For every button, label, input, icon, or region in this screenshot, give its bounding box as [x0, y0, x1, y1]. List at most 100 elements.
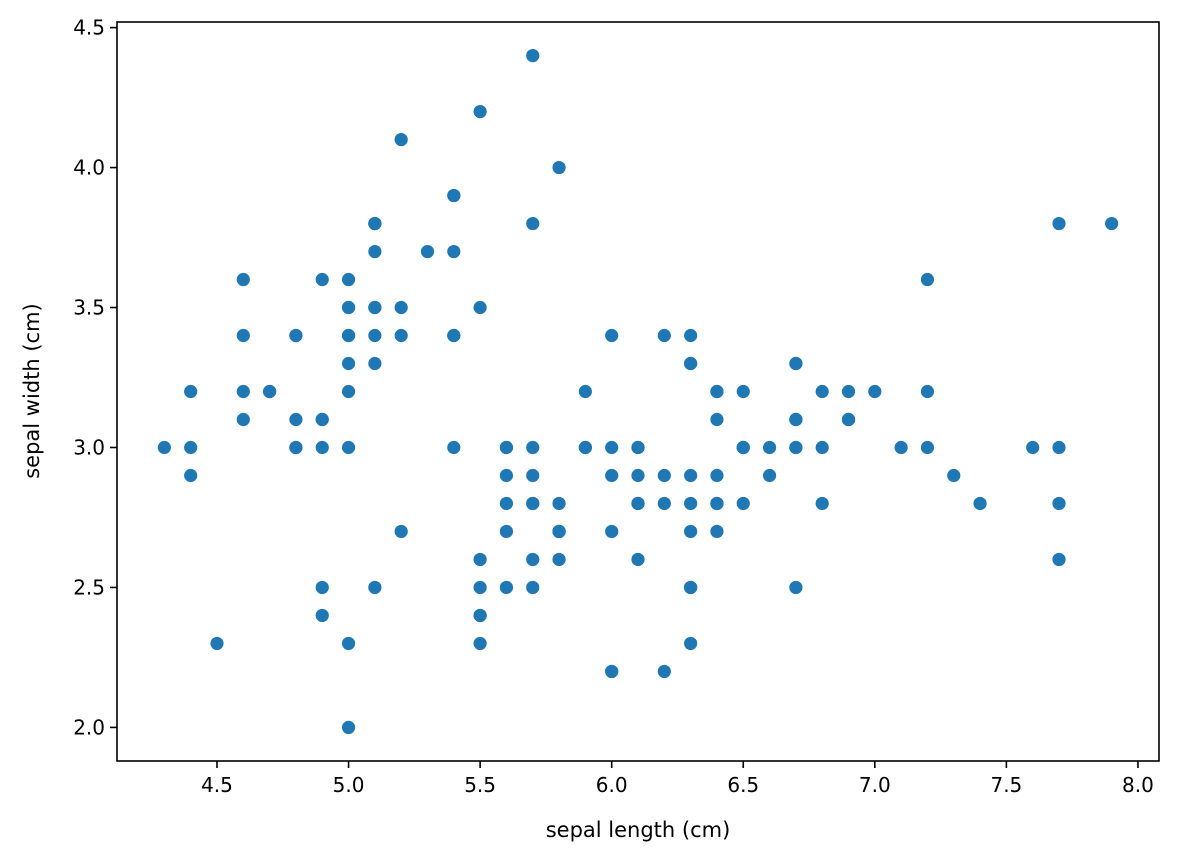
- data-point: [420, 244, 435, 259]
- y-axis-ticks: 2.0 2.5 3.0 3.5 4.0 4.5: [73, 16, 117, 739]
- data-point: [1052, 496, 1066, 511]
- data-point: [473, 300, 487, 315]
- data-point: [315, 580, 329, 595]
- data-point: [499, 496, 514, 511]
- data-point: [736, 384, 750, 399]
- data-point: [526, 580, 540, 595]
- data-point: [368, 244, 382, 259]
- data-point: [657, 468, 671, 483]
- data-point: [631, 440, 645, 455]
- data-point: [552, 160, 566, 175]
- data-point: [552, 496, 566, 511]
- data-point: [684, 580, 698, 595]
- y-tick-label: 2.5: [73, 575, 105, 599]
- data-point: [631, 468, 645, 483]
- data-point: [184, 468, 198, 483]
- data-point: [841, 412, 856, 427]
- data-point: [710, 412, 724, 427]
- data-point: [1052, 552, 1066, 567]
- data-point: [341, 356, 356, 371]
- data-point: [526, 496, 540, 511]
- data-point: [920, 440, 935, 455]
- data-point: [947, 468, 961, 483]
- data-point: [1105, 216, 1119, 231]
- data-point: [657, 328, 671, 343]
- data-point: [289, 328, 303, 343]
- data-point: [684, 636, 698, 651]
- data-point: [736, 440, 750, 455]
- data-point: [552, 524, 566, 539]
- x-axis-ticks: 4.5 5.0 5.5 6.0 6.5 7.0 7.5 8.0: [201, 761, 1154, 797]
- x-tick-label: 5.5: [464, 773, 496, 797]
- data-point: [789, 412, 803, 427]
- data-point: [236, 384, 250, 399]
- data-point: [447, 328, 461, 343]
- data-point: [499, 468, 514, 483]
- data-point: [789, 580, 803, 595]
- x-axis-label: sepal length (cm): [546, 818, 731, 842]
- data-point: [473, 636, 487, 651]
- data-point: [657, 664, 671, 679]
- data-point: [394, 300, 408, 315]
- data-point: [157, 440, 171, 455]
- data-point: [447, 440, 461, 455]
- data-point: [684, 356, 698, 371]
- data-point: [315, 608, 329, 623]
- data-point: [368, 328, 382, 343]
- data-point: [473, 552, 487, 567]
- y-tick-label: 2.0: [73, 715, 105, 739]
- data-point: [605, 440, 619, 455]
- data-point: [341, 328, 356, 343]
- plot-background: [117, 22, 1159, 761]
- data-point: [473, 104, 487, 119]
- data-point: [815, 496, 829, 511]
- data-point: [473, 608, 487, 623]
- data-point: [526, 216, 540, 231]
- data-point: [526, 440, 540, 455]
- data-point: [1052, 440, 1066, 455]
- data-point: [210, 636, 224, 651]
- y-tick-label: 4.5: [73, 16, 105, 40]
- data-point: [684, 468, 698, 483]
- data-point: [263, 384, 277, 399]
- x-tick-label: 4.5: [201, 773, 233, 797]
- data-point: [684, 328, 698, 343]
- data-point: [447, 244, 461, 259]
- data-point: [341, 272, 356, 287]
- data-point: [368, 580, 382, 595]
- data-point: [973, 496, 987, 511]
- data-point: [578, 440, 592, 455]
- data-point: [762, 440, 777, 455]
- data-point: [631, 552, 645, 567]
- x-tick-label: 8.0: [1122, 773, 1154, 797]
- data-point: [368, 356, 382, 371]
- data-point: [736, 496, 750, 511]
- data-point: [684, 524, 698, 539]
- data-point: [920, 384, 935, 399]
- data-point: [184, 384, 198, 399]
- data-point: [394, 524, 408, 539]
- data-point: [920, 272, 935, 287]
- data-points: [157, 48, 1119, 735]
- data-point: [499, 580, 514, 595]
- plot-frame: [116, 21, 1160, 762]
- data-point: [341, 300, 356, 315]
- data-point: [762, 468, 777, 483]
- y-axis-label: sepal width (cm): [20, 303, 44, 479]
- y-tick-label: 4.0: [73, 156, 105, 180]
- data-point: [710, 468, 724, 483]
- data-point: [499, 440, 514, 455]
- data-point: [789, 440, 803, 455]
- data-point: [368, 216, 382, 231]
- data-point: [341, 636, 356, 651]
- data-point: [789, 356, 803, 371]
- data-point: [289, 440, 303, 455]
- data-point: [710, 524, 724, 539]
- data-point: [499, 524, 514, 539]
- data-point: [236, 272, 250, 287]
- data-point: [605, 468, 619, 483]
- data-point: [394, 132, 408, 147]
- data-point: [868, 384, 882, 399]
- data-point: [184, 440, 198, 455]
